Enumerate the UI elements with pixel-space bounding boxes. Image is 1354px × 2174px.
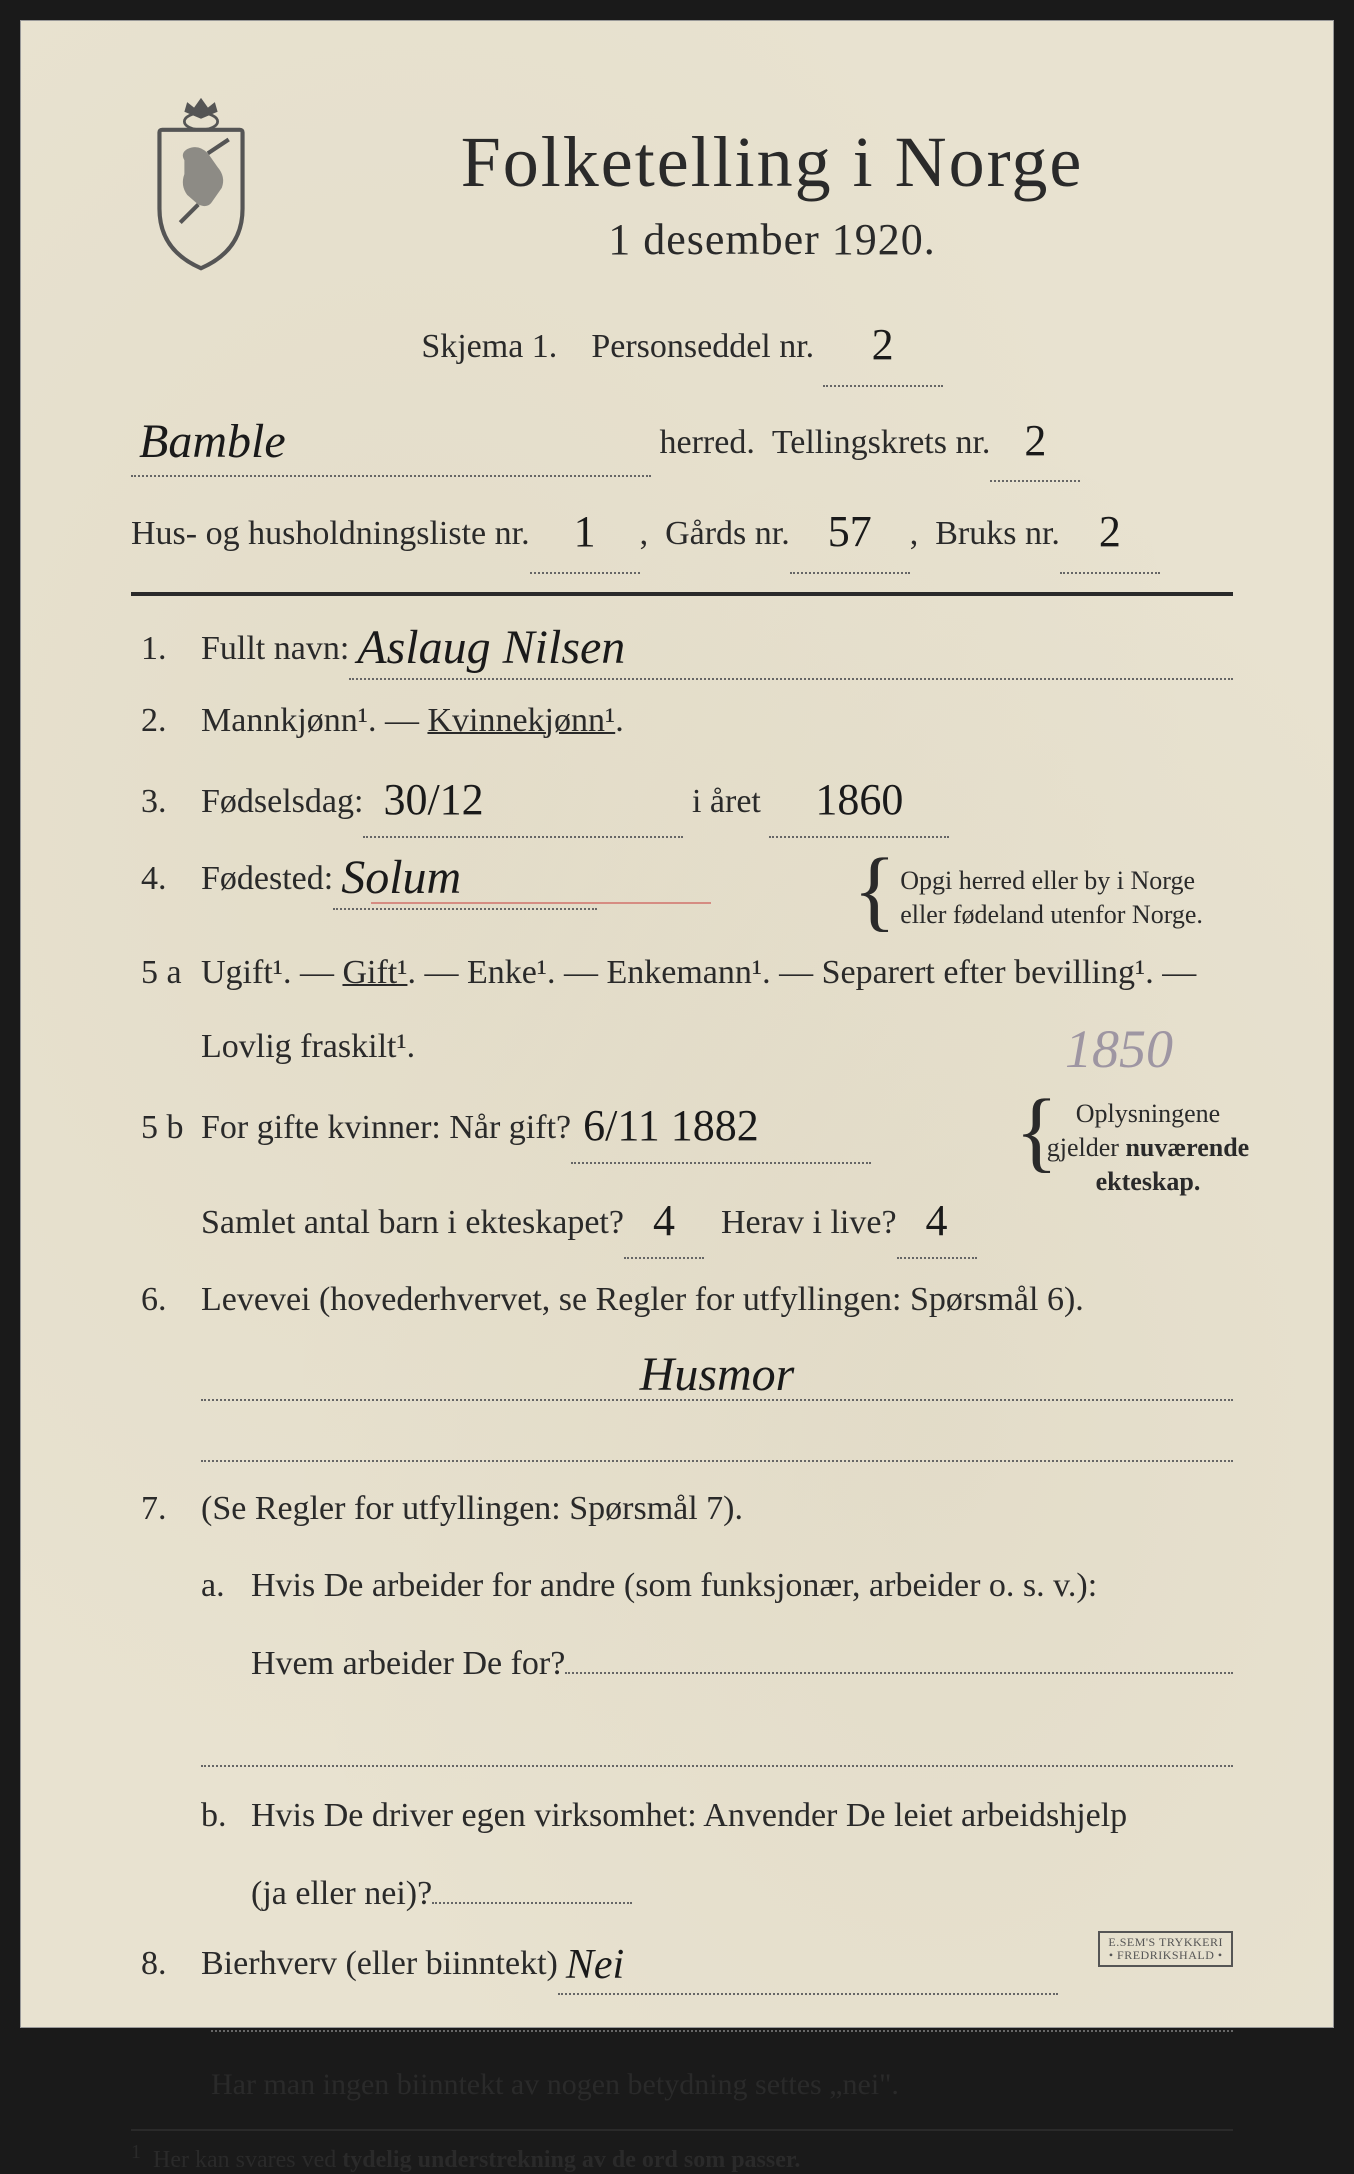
title-block: Folketelling i Norge 1 desember 1920. [311,101,1233,265]
q4-value: Solum [341,851,461,904]
q3-num: 3. [131,773,201,831]
q3-mid: i året [692,773,761,831]
q1-value: Aslaug Nilsen [357,621,625,674]
q3-year: 1860 [815,775,903,824]
husliste-label: Hus- og husholdningsliste nr. [131,502,530,567]
coat-of-arms-icon [131,91,271,271]
skjema-label: Skjema 1. [421,328,557,365]
q2-selected: Kvinnekjønn¹ [427,702,615,739]
bruks-nr: 2 [1099,507,1121,556]
q8-num: 8. [131,1935,201,1993]
personseddel-label: Personseddel nr. [591,328,814,365]
q5b-side-note: { Oplysningene gjelder nuværende ekteska… [1043,1097,1253,1198]
q7-label: (Se Regler for utfyllingen: Spørsmål 7). [201,1490,743,1527]
form-header: Folketelling i Norge 1 desember 1920. [131,101,1233,271]
q6-num: 6. [131,1271,201,1329]
q4-num: 4. [131,850,201,908]
q3-day: 30/12 [383,775,483,824]
q5b-alive: 4 [926,1196,948,1245]
q4-note-l1: Opgi herred eller by i Norge [900,866,1195,895]
q6-blank-line [201,1407,1233,1461]
q5a-selected: Gift¹ [342,954,407,991]
meta-line-1: Skjema 1. Personseddel nr. 2 [131,301,1233,387]
q7a-field [565,1672,1233,1674]
q2-pre: Mannkjønn¹. — [201,702,427,739]
q7b-field [432,1902,632,1904]
divider-thick [131,592,1233,596]
question-3: 3. Fødselsdag: 30/12 i året 1860 [131,761,1233,838]
question-6: 6. Levevei (hovederhvervet, se Regler fo… [131,1271,1233,1468]
herred-label: herred. [660,411,755,476]
q2-post: . [615,702,624,739]
q5a-rest: . — Enke¹. — Enkemann¹. — Separert efter… [407,954,1196,991]
q6-value: Husmor [640,1348,795,1401]
q7b-num: b. [201,1787,251,1845]
q8-value: Nei [566,1942,624,1988]
question-7: 7. (Se Regler for utfyllingen: Spørsmål … [131,1480,1233,1923]
subtitle: 1 desember 1920. [311,214,1233,265]
pencil-annotation: 1850 [1065,1004,1173,1096]
q7a-line1: Hvis De arbeider for andre (som funksjon… [251,1557,1097,1615]
q3-label: Fødselsdag: [201,773,363,831]
q1-num: 1. [131,620,201,678]
q4-label: Fødested: [201,850,333,908]
main-title: Folketelling i Norge [311,121,1233,204]
q4-side-note: { Opgi herred eller by i Norge eller fød… [853,864,1233,932]
q7a-blank [201,1713,1233,1767]
tellingskrets-nr: 2 [1024,416,1046,465]
meta-line-2: Bamble herred. Tellingskrets nr. 2 [131,397,1233,483]
q5a-pre: Ugift¹. — [201,954,342,991]
printer-stamp: E.SEM'S TRYKKERI• FREDRIKSHALD • [1098,1931,1233,1967]
meta-line-3: Hus- og husholdningsliste nr. 1 , Gårds … [131,488,1233,574]
question-5b: 5 b For gifte kvinner: Når gift? 6/11 18… [131,1087,1233,1259]
census-form-page: Folketelling i Norge 1 desember 1920. Sk… [20,20,1334,2028]
q7b-line1: Hvis De driver egen virksomhet: Anvender… [251,1787,1127,1845]
herred-value: Bamble [139,415,286,468]
q5b-label1: For gifte kvinner: Når gift? [201,1099,571,1157]
brace-icon: { [853,864,896,918]
q5a-num: 5 a [131,944,201,1002]
q7-num: 7. [131,1480,201,1538]
question-8: 8. Bierhverv (eller biinntekt) Nei [131,1935,1233,1995]
q5b-label3: Herav i live? [721,1194,897,1252]
red-underline-mark [371,902,711,904]
q6-label: Levevei (hovederhvervet, se Regler for u… [201,1281,1084,1318]
bottom-note: Har man ingen biinntekt av nogen betydni… [131,2056,1233,2113]
q5b-label2: Samlet antal barn i ekteskapet? [201,1194,624,1252]
q5b-total: 4 [653,1196,675,1245]
gards-label: Gårds nr. [665,502,790,567]
q7a-line2: Hvem arbeider De for? [251,1635,565,1693]
q7b-line2: (ja eller nei)? [251,1865,432,1923]
q8-blank [211,2007,1233,2033]
question-5a: 5 a Ugift¹. — Gift¹. — Enke¹. — Enkemann… [131,944,1233,1076]
q5b-married: 6/11 1882 [583,1101,759,1150]
question-2: 2. Mannkjønn¹. — Kvinnekjønn¹. [131,692,1233,750]
q8-label: Bierhverv (eller biinntekt) [201,1935,558,1993]
brace-icon-2: { [1015,1105,1058,1159]
footnote: 1 Her kan svares ved tydelig understrekn… [131,2129,1233,2174]
bruks-label: Bruks nr. [935,502,1060,567]
gards-nr: 57 [828,507,872,556]
question-4: 4. Fødested: Solum { Opgi herred eller b… [131,850,1233,932]
q2-num: 2. [131,692,201,750]
q7a-num: a. [201,1557,251,1615]
husliste-nr: 1 [574,507,596,556]
question-1: 1. Fullt navn: Aslaug Nilsen [131,620,1233,680]
personseddel-nr: 2 [872,320,894,369]
q5b-num: 5 b [131,1099,201,1157]
q4-note-l2: eller fødeland utenfor Norge. [900,900,1203,929]
q1-label: Fullt navn: [201,620,349,678]
tellingskrets-label: Tellingskrets nr. [772,411,991,476]
